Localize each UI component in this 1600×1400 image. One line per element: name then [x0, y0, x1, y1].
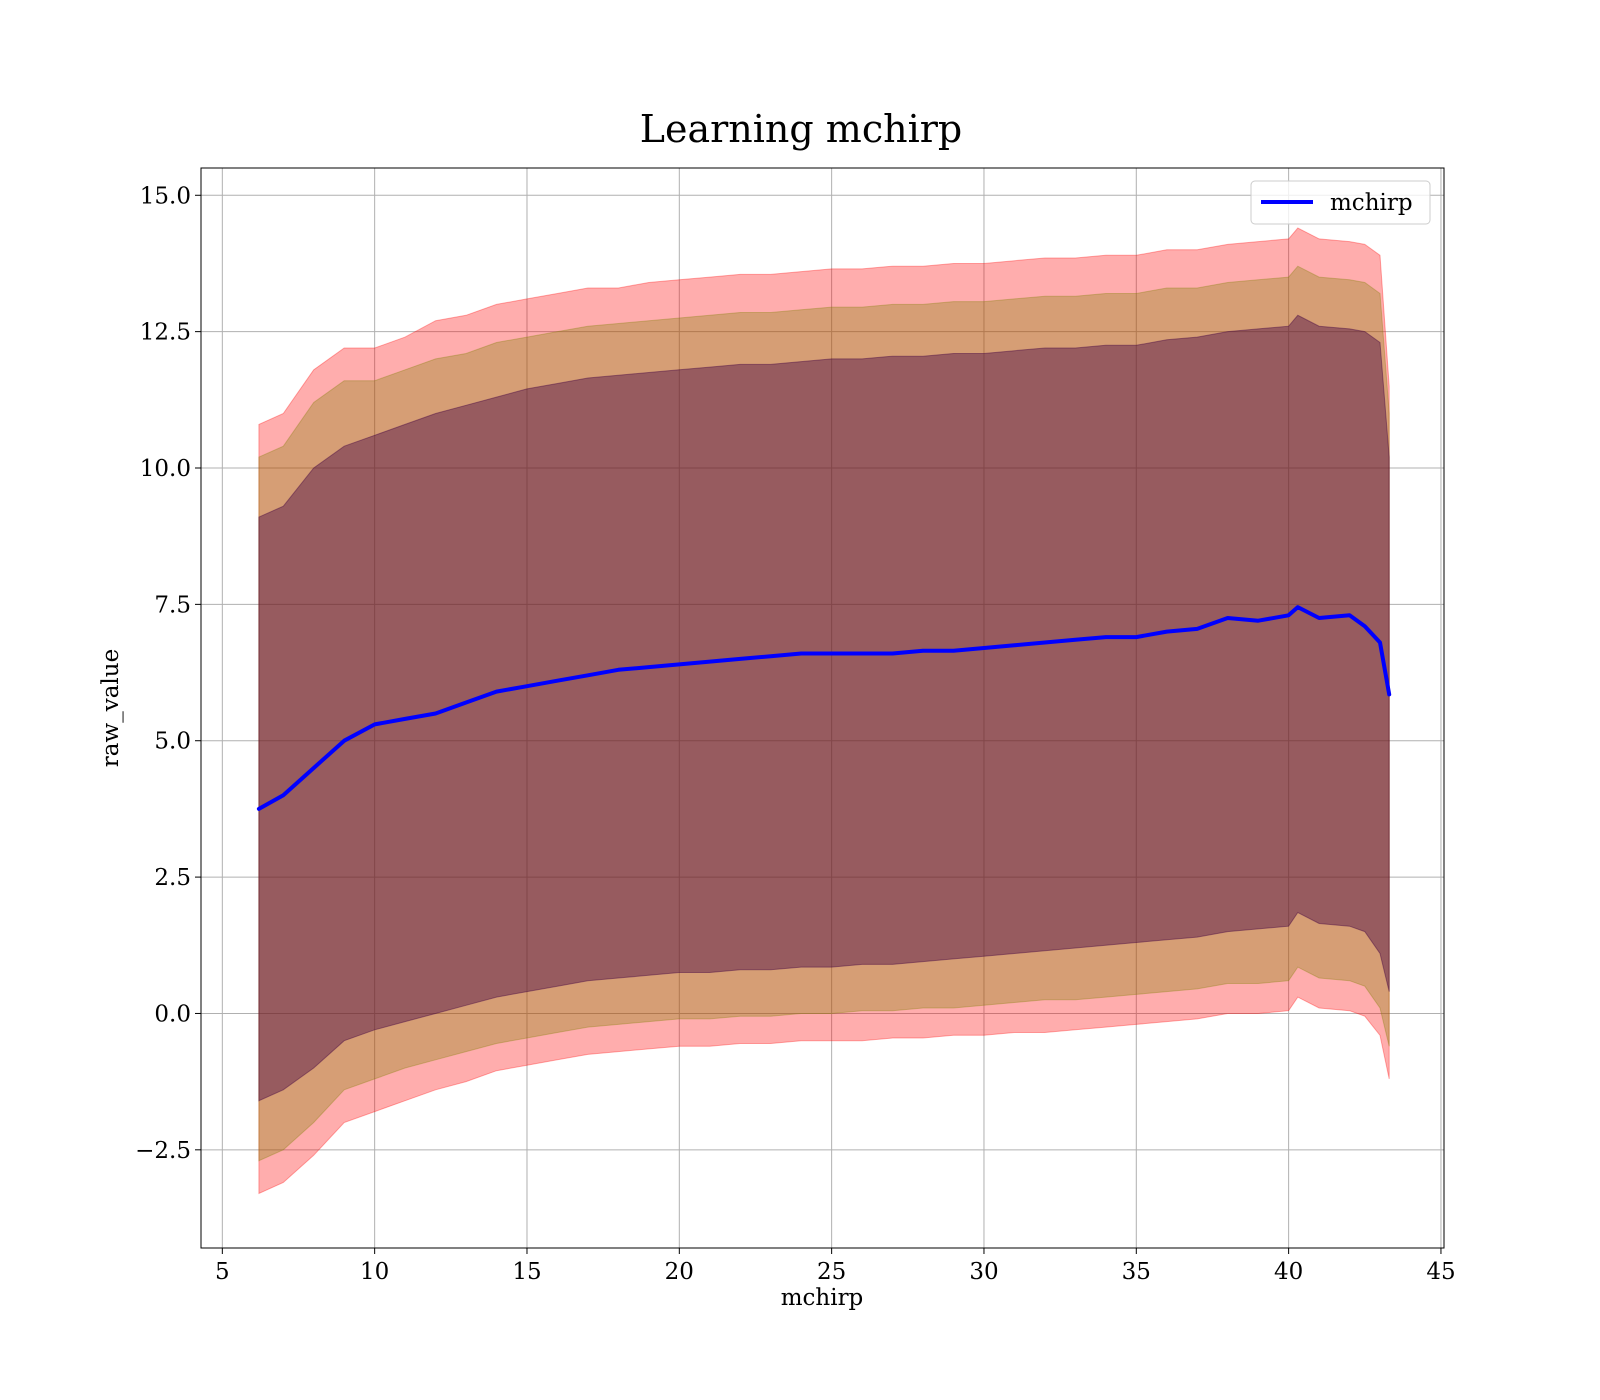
legend: mchirp	[1250, 180, 1431, 225]
x-tick-label: 20	[665, 1259, 694, 1285]
y-tick-label: 12.5	[140, 320, 191, 346]
y-tick-label: 5.0	[154, 729, 191, 755]
y-tick-label: 0.0	[154, 1001, 191, 1027]
x-tick-label: 15	[512, 1259, 541, 1285]
y-tick-label: 2.5	[154, 865, 191, 891]
x-tick-label: 45	[1426, 1259, 1455, 1285]
grid	[201, 168, 1444, 1248]
x-tick-label: 25	[817, 1259, 846, 1285]
y-tick-label: −2.5	[135, 1138, 191, 1164]
legend-label-mchirp: mchirp	[1330, 190, 1413, 216]
confidence-band	[258, 227, 1390, 1195]
x-tick-label: 10	[360, 1259, 389, 1285]
chart-title: Learning mchirp	[640, 107, 962, 151]
x-tick-label: 30	[969, 1259, 998, 1285]
legend-box	[1250, 180, 1431, 225]
series-line-mchirp	[256, 605, 1392, 811]
y-tick-label: 7.5	[154, 592, 191, 618]
x-axis-label: mchirp	[781, 1285, 864, 1311]
confidence-bands	[258, 227, 1390, 1195]
x-tick-label: 5	[215, 1259, 230, 1285]
y-axis-label: raw_value	[98, 649, 124, 767]
x-tick-label: 40	[1274, 1259, 1303, 1285]
confidence-band	[258, 265, 1390, 1162]
series-lines	[256, 605, 1392, 811]
x-tick-label: 35	[1122, 1259, 1151, 1285]
y-axis-ticks: −2.5 0.0 2.5 5.0 7.5 10.0 12.5 15.0	[135, 183, 201, 1164]
y-tick-label: 10.0	[140, 456, 191, 482]
plot-frame	[200, 167, 1445, 1249]
confidence-band	[258, 314, 1390, 1102]
x-axis-ticks: 5 10 15 20 25 30 35 40 45	[215, 1248, 1456, 1285]
y-tick-label: 15.0	[140, 183, 191, 209]
